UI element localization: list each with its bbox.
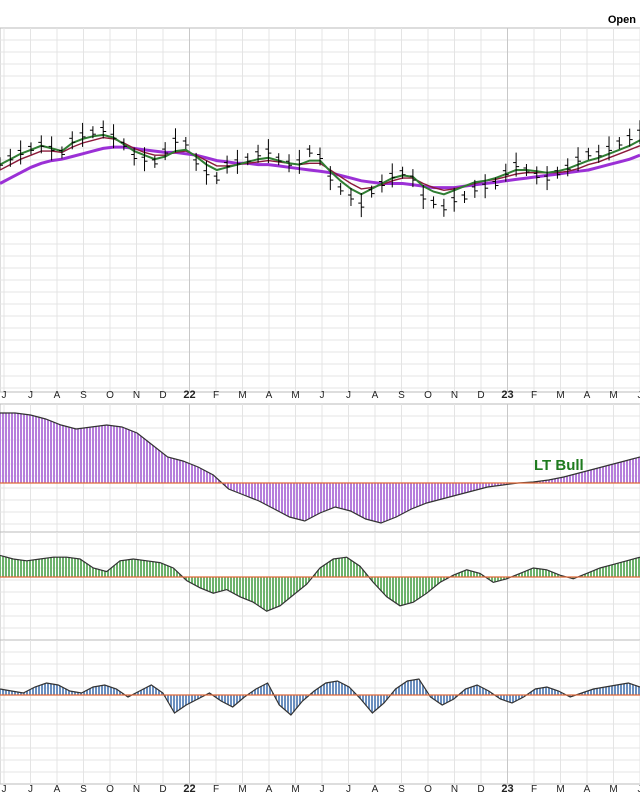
month-tick-label: 22 <box>183 783 195 795</box>
month-tick-label: N <box>133 390 140 401</box>
month-tick-label: O <box>424 390 432 401</box>
month-tick-label: 23 <box>501 783 513 795</box>
month-tick-label: O <box>106 390 114 401</box>
month-tick-label: S <box>80 390 87 401</box>
month-tick-label: M <box>556 784 564 795</box>
month-tick-label: M <box>291 390 299 401</box>
indicator-3-outline <box>0 678 640 716</box>
indicator-2-panel <box>0 531 640 641</box>
month-tick-label: M <box>556 390 564 401</box>
month-tick-label: A <box>266 784 273 795</box>
month-tick-label: A <box>584 390 591 401</box>
month-tick-label: D <box>477 784 484 795</box>
month-tick-label: A <box>584 784 591 795</box>
month-tick-label: D <box>159 784 166 795</box>
month-tick-label: M <box>238 390 246 401</box>
month-tick-label: F <box>213 784 219 795</box>
open-label: Open <box>607 14 636 26</box>
month-tick-label: J <box>28 390 33 401</box>
month-tick-label: A <box>266 390 273 401</box>
month-tick-label: A <box>372 390 379 401</box>
moving-average-line-3 <box>0 145 640 190</box>
month-tick-label: D <box>159 390 166 401</box>
month-tick-label: J <box>346 390 351 401</box>
month-tick-label: J <box>2 784 7 795</box>
month-tick-label: S <box>398 784 405 795</box>
month-tick-label: J <box>2 390 7 401</box>
month-tick-label: J <box>638 390 640 401</box>
month-tick-label: J <box>346 784 351 795</box>
month-tick-label: S <box>80 784 87 795</box>
month-tick-label: J <box>320 390 325 401</box>
month-tick-label: A <box>54 784 61 795</box>
indicator-2-outline <box>0 554 640 612</box>
month-tick-label: A <box>54 390 61 401</box>
month-tick-label: J <box>638 784 640 795</box>
month-tick-label: F <box>531 784 537 795</box>
lt-bull-label: LT Bull <box>534 457 584 474</box>
month-tick-label: 23 <box>501 389 513 401</box>
month-tick-label: O <box>106 784 114 795</box>
indicator-1-outline <box>0 412 640 524</box>
month-tick-label: M <box>609 390 617 401</box>
month-tick-label: S <box>398 390 405 401</box>
month-tick-label: N <box>133 784 140 795</box>
month-tick-label: N <box>451 390 458 401</box>
month-tick-label: F <box>531 390 537 401</box>
month-tick-label: J <box>28 784 33 795</box>
month-tick-label: J <box>320 784 325 795</box>
month-tick-label: M <box>609 784 617 795</box>
month-tick-label: F <box>213 390 219 401</box>
price-panel <box>0 27 640 393</box>
month-tick-label: M <box>238 784 246 795</box>
month-tick-label: 22 <box>183 389 195 401</box>
month-tick-label: M <box>291 784 299 795</box>
month-tick-label: A <box>372 784 379 795</box>
month-tick-label: D <box>477 390 484 401</box>
month-tick-label: N <box>451 784 458 795</box>
month-tick-label: O <box>424 784 432 795</box>
